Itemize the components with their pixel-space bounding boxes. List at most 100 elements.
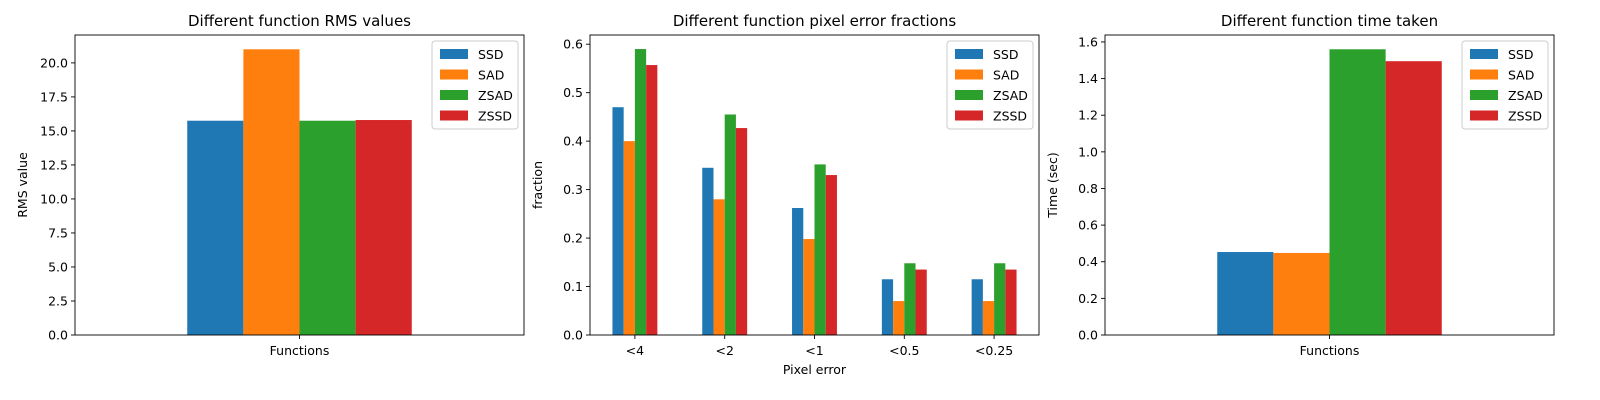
y-tick-label: 0.1 — [563, 279, 583, 294]
legend-swatch-zsad — [1470, 90, 1498, 100]
x-tick-label: <0.5 — [889, 343, 919, 358]
legend-box — [1461, 40, 1549, 130]
legend-label-zsad: ZSAD — [993, 88, 1028, 103]
chart-1: 0.0 2.5 5.0 7.5 10.0 12.5 15.0 17.5 20.0 Function… — [15, 12, 525, 358]
bar-zsad-2 — [724, 114, 736, 335]
y-tick-label: 0.3 — [563, 182, 583, 197]
legend-swatch-sad — [440, 69, 468, 80]
chart-title: Different function RMS values — [188, 12, 411, 30]
y-tick-label: 0.0 — [563, 328, 583, 343]
chart-2: 0.0 0.1 0.2 0.3 0.4 0.5 0.6 <4 <2 <1 <0.5 <0.25 Diff… — [530, 12, 1040, 377]
y-tick-label: 0.2 — [1078, 291, 1098, 306]
bar-ssd-4 — [881, 279, 894, 335]
y-tick-label: 0.8 — [1078, 181, 1098, 196]
x-axis-label: Pixel error — [783, 362, 847, 377]
bar-ssd-1 — [187, 120, 244, 336]
legend-label-ssd: SSD — [993, 47, 1019, 62]
bar-zssd-1 — [1385, 61, 1442, 335]
legend-swatch-ssd — [1470, 49, 1498, 59]
x-tick-label: Functions — [1300, 343, 1360, 358]
legend: SSD SAD ZSAD ZSSD — [946, 40, 1034, 130]
legend-swatch-ssd — [440, 49, 468, 59]
bar-ssd-3 — [792, 208, 804, 335]
y-tick-label: 20.0 — [40, 55, 68, 70]
legend-label-zsad: ZSAD — [478, 88, 513, 103]
bar-sad-4 — [893, 301, 905, 335]
y-tick-label: 12.5 — [40, 157, 68, 172]
bar-sad-1 — [243, 49, 300, 335]
y-tick-label: 0.4 — [1078, 254, 1098, 269]
legend-label-zssd: ZSSD — [478, 109, 512, 124]
y-tick-label: 7.5 — [48, 225, 68, 240]
legend: SSD SAD ZSAD ZSSD — [1461, 40, 1549, 130]
y-tick-label: 0.0 — [48, 328, 68, 343]
bar-ssd-1 — [612, 107, 624, 336]
y-tick-label: 0.6 — [563, 37, 583, 52]
y-axis-label: RMS value — [15, 152, 30, 218]
legend-label-ssd: SSD — [1508, 47, 1534, 62]
y-tick-label: 5.0 — [48, 259, 68, 274]
y-tick-label: 0.4 — [563, 134, 583, 149]
chart-title: Different function time taken — [1221, 12, 1438, 30]
bar-ssd-2 — [702, 167, 714, 335]
legend-swatch-zssd — [440, 110, 468, 121]
y-tick-label: 0.5 — [563, 85, 583, 100]
y-tick-label: 15.0 — [40, 123, 68, 138]
bar-sad-5 — [982, 301, 995, 335]
bar-zssd-3 — [825, 175, 837, 335]
legend-label-zssd: ZSSD — [1508, 109, 1542, 124]
legend-swatch-zsad — [955, 90, 983, 100]
legend: SSD SAD ZSAD ZSSD — [431, 40, 519, 130]
x-tick-label: Functions — [270, 343, 330, 358]
legend-swatch-zsad — [440, 90, 468, 100]
legend-swatch-sad — [1470, 69, 1498, 80]
bar-zssd-1 — [355, 120, 412, 335]
x-tick-label: <0.25 — [975, 343, 1013, 358]
y-tick-label: 17.5 — [40, 89, 68, 104]
y-tick-label: 0.6 — [1078, 218, 1098, 233]
y-tick-label: 2.5 — [48, 293, 68, 308]
bar-zsad-1 — [634, 49, 647, 336]
bar-zssd-2 — [735, 128, 748, 335]
legend-swatch-sad — [955, 69, 983, 80]
y-tick-label: 0.0 — [1078, 328, 1098, 343]
y-axis-label: fraction — [530, 161, 545, 209]
bar-zssd-5 — [1005, 269, 1017, 335]
legend-label-sad: SAD — [993, 68, 1019, 83]
legend-label-ssd: SSD — [478, 47, 504, 62]
bar-sad-1 — [623, 141, 635, 335]
bar-ssd-1 — [1217, 252, 1274, 335]
legend-box — [946, 40, 1034, 130]
legend-swatch-ssd — [955, 49, 983, 59]
y-axis-label: Time (sec) — [1045, 152, 1060, 218]
y-tick-label: 1.4 — [1078, 71, 1098, 86]
y-tick-label: 1.0 — [1078, 144, 1098, 159]
y-tick-label: 0.2 — [563, 231, 583, 246]
bar-zsad-5 — [994, 263, 1006, 335]
bar-sad-3 — [803, 239, 815, 335]
x-tick-label: <2 — [715, 343, 733, 358]
bar-sad-2 — [713, 199, 725, 335]
bar-zsad-3 — [814, 164, 826, 335]
bar-zsad-1 — [1329, 49, 1386, 335]
bar-sad-1 — [1273, 252, 1330, 335]
y-tick-label: 1.2 — [1078, 108, 1098, 123]
chart-title: Different function pixel error fractions — [673, 12, 957, 30]
legend-label-sad: SAD — [1508, 68, 1534, 83]
x-tick-label: <4 — [626, 343, 644, 358]
bar-zsad-4 — [904, 263, 916, 335]
bar-zssd-1 — [646, 65, 658, 336]
legend-swatch-zssd — [955, 110, 983, 121]
bar-ssd-5 — [971, 279, 983, 335]
legend-label-sad: SAD — [478, 68, 504, 83]
y-tick-label: 10.0 — [40, 191, 68, 206]
legend-swatch-zssd — [1470, 110, 1498, 121]
x-tick-label: <1 — [805, 343, 823, 358]
bar-zssd-4 — [915, 269, 927, 335]
bar-zsad-1 — [299, 120, 356, 336]
legend-label-zssd: ZSSD — [993, 109, 1027, 124]
legend-label-zsad: ZSAD — [1508, 88, 1543, 103]
y-tick-label: 1.6 — [1078, 34, 1098, 49]
legend-box — [431, 40, 519, 130]
